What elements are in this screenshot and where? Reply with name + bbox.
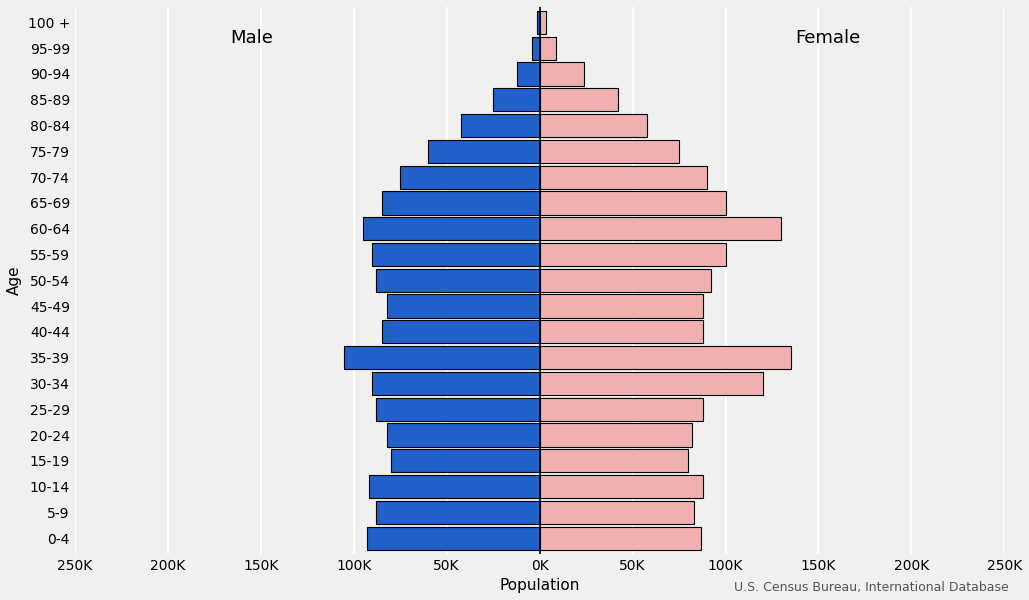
Bar xyxy=(539,11,546,34)
Bar xyxy=(391,449,539,472)
Bar xyxy=(539,320,703,343)
Bar xyxy=(539,295,703,317)
Bar xyxy=(537,11,539,34)
Bar xyxy=(539,243,725,266)
Bar xyxy=(345,346,539,369)
Bar xyxy=(368,475,539,498)
Bar xyxy=(382,320,539,343)
Bar xyxy=(363,217,539,241)
Bar xyxy=(539,166,707,189)
Bar xyxy=(376,501,539,524)
Bar xyxy=(539,217,781,241)
Bar xyxy=(518,62,539,86)
Bar xyxy=(539,424,693,446)
Bar xyxy=(372,372,539,395)
Text: U.S. Census Bureau, International Database: U.S. Census Bureau, International Databa… xyxy=(734,581,1008,594)
X-axis label: Population: Population xyxy=(499,578,579,593)
Bar xyxy=(539,475,703,498)
Bar xyxy=(539,449,688,472)
Y-axis label: Age: Age xyxy=(7,265,22,295)
Bar xyxy=(539,140,679,163)
Bar xyxy=(539,191,725,215)
Bar xyxy=(382,191,539,215)
Text: Male: Male xyxy=(229,29,273,47)
Bar xyxy=(372,243,539,266)
Text: Female: Female xyxy=(795,29,860,47)
Bar xyxy=(539,346,790,369)
Bar xyxy=(387,295,539,317)
Bar xyxy=(539,269,711,292)
Bar xyxy=(461,114,539,137)
Bar xyxy=(428,140,539,163)
Bar xyxy=(539,372,762,395)
Bar xyxy=(539,527,702,550)
Bar xyxy=(539,37,557,60)
Bar xyxy=(539,62,584,86)
Bar xyxy=(539,114,647,137)
Bar xyxy=(387,424,539,446)
Bar xyxy=(376,398,539,421)
Bar xyxy=(539,88,617,112)
Bar xyxy=(532,37,539,60)
Bar xyxy=(539,501,694,524)
Bar xyxy=(366,527,539,550)
Bar xyxy=(539,398,703,421)
Bar xyxy=(493,88,539,112)
Bar xyxy=(400,166,539,189)
Bar xyxy=(376,269,539,292)
